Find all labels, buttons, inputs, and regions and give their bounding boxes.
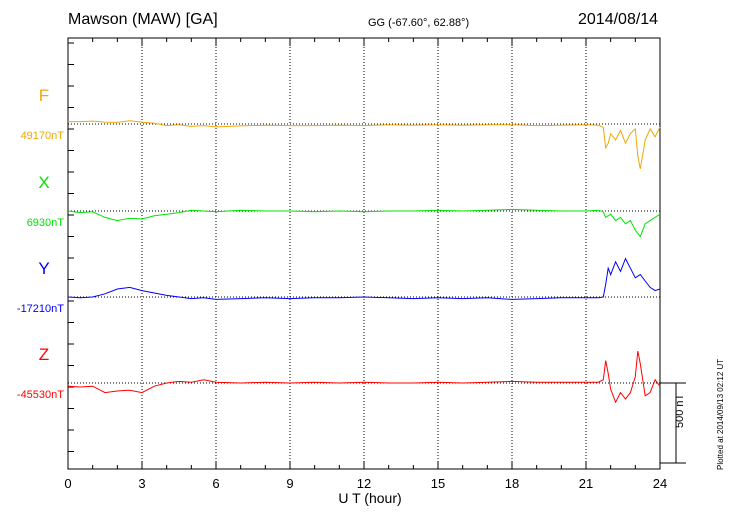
channel-letter-z: Z xyxy=(38,345,50,364)
series-line-f xyxy=(68,120,661,169)
x-tick-label: 9 xyxy=(286,476,294,491)
x-tick-label: 21 xyxy=(578,476,594,491)
channel-letter-y: Y xyxy=(38,259,50,278)
channel-letter-x: X xyxy=(38,173,50,192)
x-tick-label: 18 xyxy=(504,476,520,491)
x-tick-label: 6 xyxy=(212,476,220,491)
channel-baseline-x: 6930nT xyxy=(26,217,64,229)
x-tick-label: 15 xyxy=(430,476,446,491)
channel-baseline-z: -45530nT xyxy=(16,389,64,401)
x-tick-label: 0 xyxy=(64,476,72,491)
plot-date: 2014/08/14 xyxy=(578,11,659,28)
geographic-coordinates: GG (-67.60°, 62.88°) xyxy=(368,17,470,29)
channel-letter-f: F xyxy=(38,86,50,105)
scale-bar-label: 500 nT xyxy=(674,393,686,428)
x-axis-label: U T (hour) xyxy=(338,490,402,506)
x-tick-label: 12 xyxy=(356,476,372,491)
channel-baseline-y: -17210nT xyxy=(16,303,64,315)
x-tick-label: 24 xyxy=(652,476,668,491)
channel-baseline-f: 49170nT xyxy=(20,130,64,142)
series-line-y xyxy=(67,257,661,300)
series-line-z xyxy=(67,350,661,404)
series-line-x xyxy=(67,208,661,238)
x-tick-label: 3 xyxy=(138,476,146,491)
plotted-timestamp: Plotted at 2014/09/13 02:12 UT xyxy=(716,358,725,470)
station-title: Mawson (MAW) [GA] xyxy=(68,11,218,28)
